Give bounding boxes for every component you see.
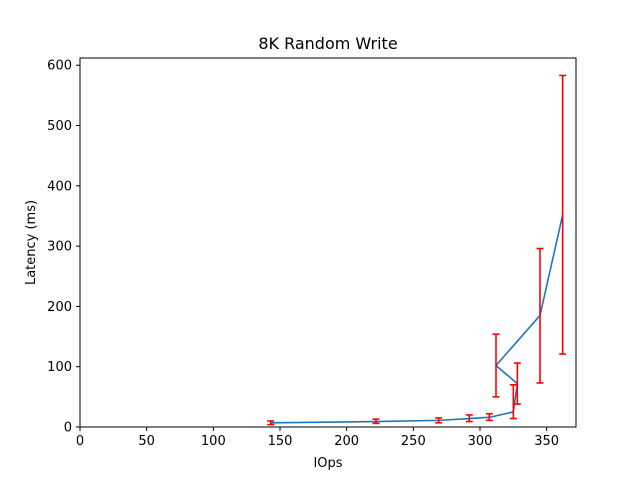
y-tick-label: 300 (47, 240, 72, 255)
series-line (270, 214, 564, 424)
x-tick-label: 350 (534, 434, 559, 449)
x-axis-label: IOps (313, 456, 342, 471)
y-tick-label: 100 (47, 360, 72, 375)
y-tick-label: 400 (47, 179, 72, 194)
error-bar (465, 414, 473, 423)
y-tick-label: 500 (47, 119, 72, 134)
x-tick-label: 50 (138, 434, 155, 449)
axes: 0 50 100 150 200 250 300 350 0 100 200 300 400 500 600 (47, 57, 577, 449)
error-bar (492, 333, 500, 398)
x-tick-label: 0 (76, 434, 84, 449)
y-tick-label: 0 (64, 421, 72, 436)
x-tick-label: 250 (401, 434, 426, 449)
error-bar (267, 420, 275, 426)
error-bar (559, 74, 567, 355)
chart-title: 8K Random Write (258, 34, 397, 53)
x-tick-label: 100 (201, 434, 226, 449)
x-tick-label: 300 (468, 434, 493, 449)
x-tick-label: 150 (268, 434, 293, 449)
error-bar (485, 412, 493, 422)
error-bar (513, 362, 521, 405)
plot-area (267, 74, 567, 426)
y-tick-label: 200 (47, 300, 72, 315)
error-bar (372, 418, 380, 425)
error-bar (509, 383, 517, 420)
plot-frame (79, 57, 577, 428)
error-bar (536, 247, 544, 384)
x-tick-label: 200 (334, 434, 359, 449)
y-axis-label: Latency (ms) (24, 200, 39, 285)
y-tick-label: 600 (47, 59, 72, 74)
error-bar (435, 417, 443, 424)
